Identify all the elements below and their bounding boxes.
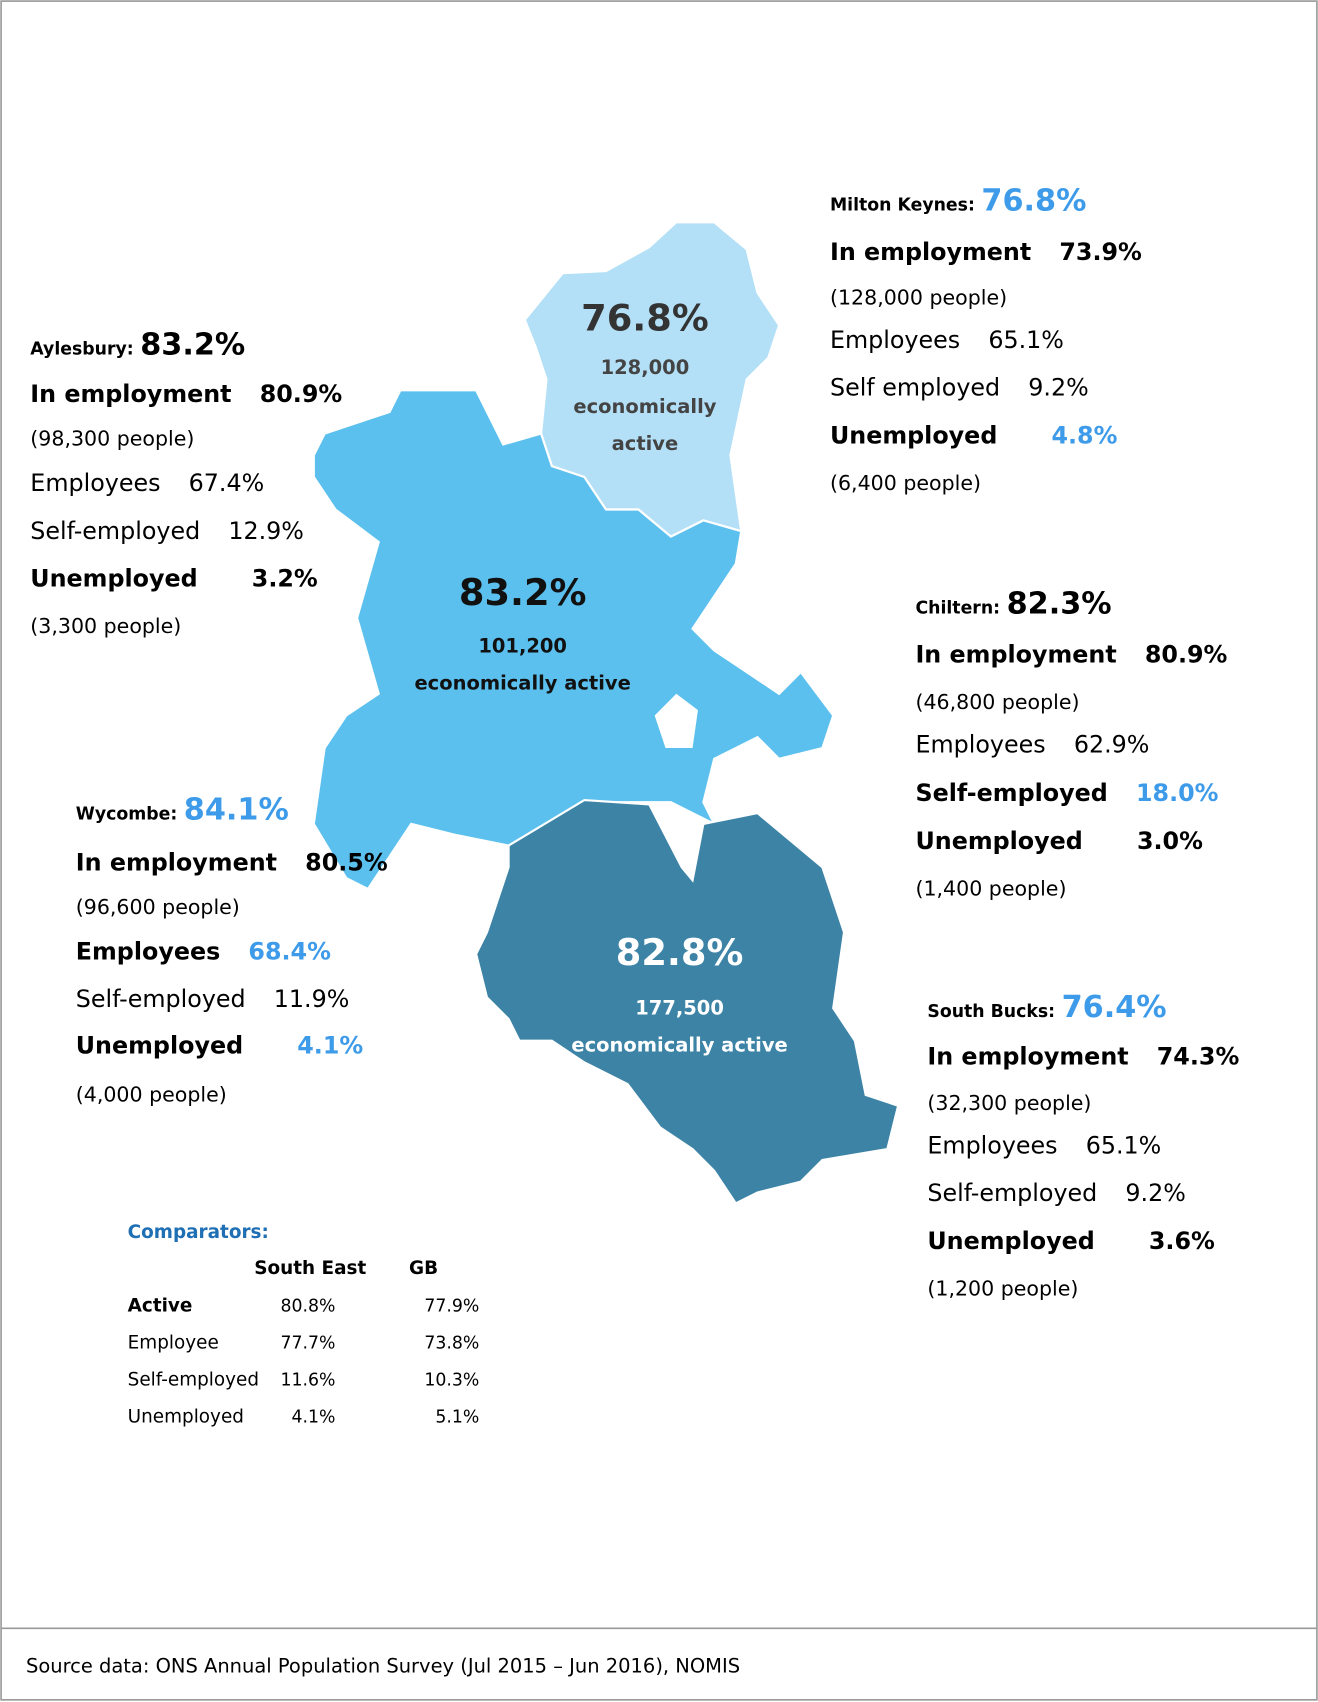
line-label: Employees: [927, 1131, 1057, 1159]
line-label: Unemployed: [915, 827, 1082, 855]
row-label: Self-employed: [128, 1369, 259, 1390]
line-label: Employees: [30, 469, 160, 497]
line-value: 68.4%: [248, 937, 331, 965]
district-rate: 76.8%: [981, 183, 1086, 218]
row-label: Employee: [128, 1333, 219, 1354]
region-south: [474, 798, 900, 1205]
district-name: Chiltern:: [915, 599, 1000, 619]
region-aylesbury: [312, 389, 835, 891]
district-rate: 84.1%: [184, 793, 289, 828]
row-value: 4.1%: [292, 1407, 336, 1427]
map-text: 177,500: [635, 997, 724, 1020]
source: Source data: ONS Annual Population Surve…: [26, 1655, 740, 1678]
people-note: (32,300 people): [927, 1091, 1091, 1115]
line-value: 4.8%: [1051, 421, 1117, 449]
line-label: Unemployed: [76, 1032, 243, 1060]
line-value: 9.2%: [1028, 374, 1088, 402]
map-text: economically active: [571, 1034, 787, 1057]
line-value: 65.1%: [1086, 1131, 1162, 1159]
line-value: 74.3%: [1157, 1043, 1240, 1071]
line-label: In employment: [927, 1043, 1128, 1071]
col-header: GB: [409, 1258, 438, 1279]
row-value: 73.8%: [424, 1334, 479, 1354]
people-note: (1,200 people): [927, 1276, 1078, 1300]
line-value: 80.9%: [1145, 640, 1228, 668]
row-value: 77.9%: [424, 1297, 479, 1317]
map-value: 83.2%: [459, 571, 587, 614]
line-label: In employment: [76, 848, 277, 876]
district-name: South Bucks:: [927, 1002, 1055, 1022]
people-note: (6,400 people): [830, 471, 981, 495]
row-value: 11.6%: [281, 1370, 336, 1390]
line-label: Self-employed: [30, 517, 200, 545]
line-label: Unemployed: [927, 1227, 1094, 1255]
district-rate: 83.2%: [140, 327, 245, 362]
line-value: 73.9%: [1059, 238, 1142, 266]
map-text: 128,000: [601, 356, 690, 379]
line-value: 12.9%: [228, 517, 304, 545]
map-text: active: [612, 432, 679, 455]
line-label: Self-employed: [76, 985, 246, 1013]
line-value: 67.4%: [189, 469, 265, 497]
line-value: 3.2%: [252, 564, 318, 592]
line-value: 11.9%: [274, 985, 350, 1013]
line-value: 4.1%: [297, 1032, 363, 1060]
line-value: 3.0%: [1137, 827, 1203, 855]
district-rate: 76.4%: [1062, 990, 1167, 1025]
row-value: 77.7%: [281, 1334, 336, 1354]
district-name: Wycombe:: [76, 805, 178, 825]
comparators-title: Comparators:: [128, 1222, 269, 1243]
line-value: 62.9%: [1074, 730, 1150, 758]
row-value: 5.1%: [435, 1407, 479, 1427]
line-value: 65.1%: [988, 326, 1064, 354]
line-value: 3.6%: [1149, 1227, 1215, 1255]
line-label: In employment: [30, 380, 231, 408]
line-label: In employment: [915, 640, 1116, 668]
map-hole: [654, 693, 698, 749]
map-text: economically: [573, 395, 716, 418]
line-label: Unemployed: [30, 564, 197, 592]
line-value: 80.5%: [305, 848, 388, 876]
row-value: 10.3%: [424, 1370, 479, 1390]
map-value: 82.8%: [616, 931, 744, 974]
district-name: Aylesbury:: [30, 339, 133, 359]
line-label: Employees: [915, 730, 1045, 758]
district-name: Milton Keynes:: [830, 195, 975, 215]
line-label: Self employed: [830, 374, 1000, 402]
map-value: 76.8%: [581, 297, 709, 340]
people-note: (128,000 people): [830, 286, 1007, 310]
district-rate: 82.3%: [1007, 587, 1112, 622]
line-value: 18.0%: [1136, 779, 1219, 807]
map-text: economically active: [414, 671, 630, 694]
people-note: (1,400 people): [915, 876, 1066, 900]
line-label: Employees: [830, 326, 960, 354]
row-label: Unemployed: [128, 1406, 244, 1427]
row-value: 80.8%: [281, 1297, 336, 1317]
line-label: Employees: [76, 937, 221, 965]
line-label: In employment: [830, 238, 1031, 266]
people-note: (98,300 people): [30, 427, 194, 451]
line-label: Self-employed: [915, 779, 1107, 807]
people-note: (96,600 people): [76, 895, 240, 919]
line-label: Unemployed: [830, 421, 997, 449]
row-label: Active: [128, 1296, 193, 1317]
col-header: South East: [254, 1258, 366, 1279]
people-note: (46,800 people): [915, 690, 1079, 714]
line-label: Self-employed: [927, 1179, 1097, 1207]
map-text: 101,200: [478, 635, 567, 658]
line-value: 9.2%: [1125, 1179, 1185, 1207]
people-note: (3,300 people): [30, 614, 181, 638]
line-value: 80.9%: [260, 380, 343, 408]
people-note: (4,000 people): [76, 1082, 227, 1106]
